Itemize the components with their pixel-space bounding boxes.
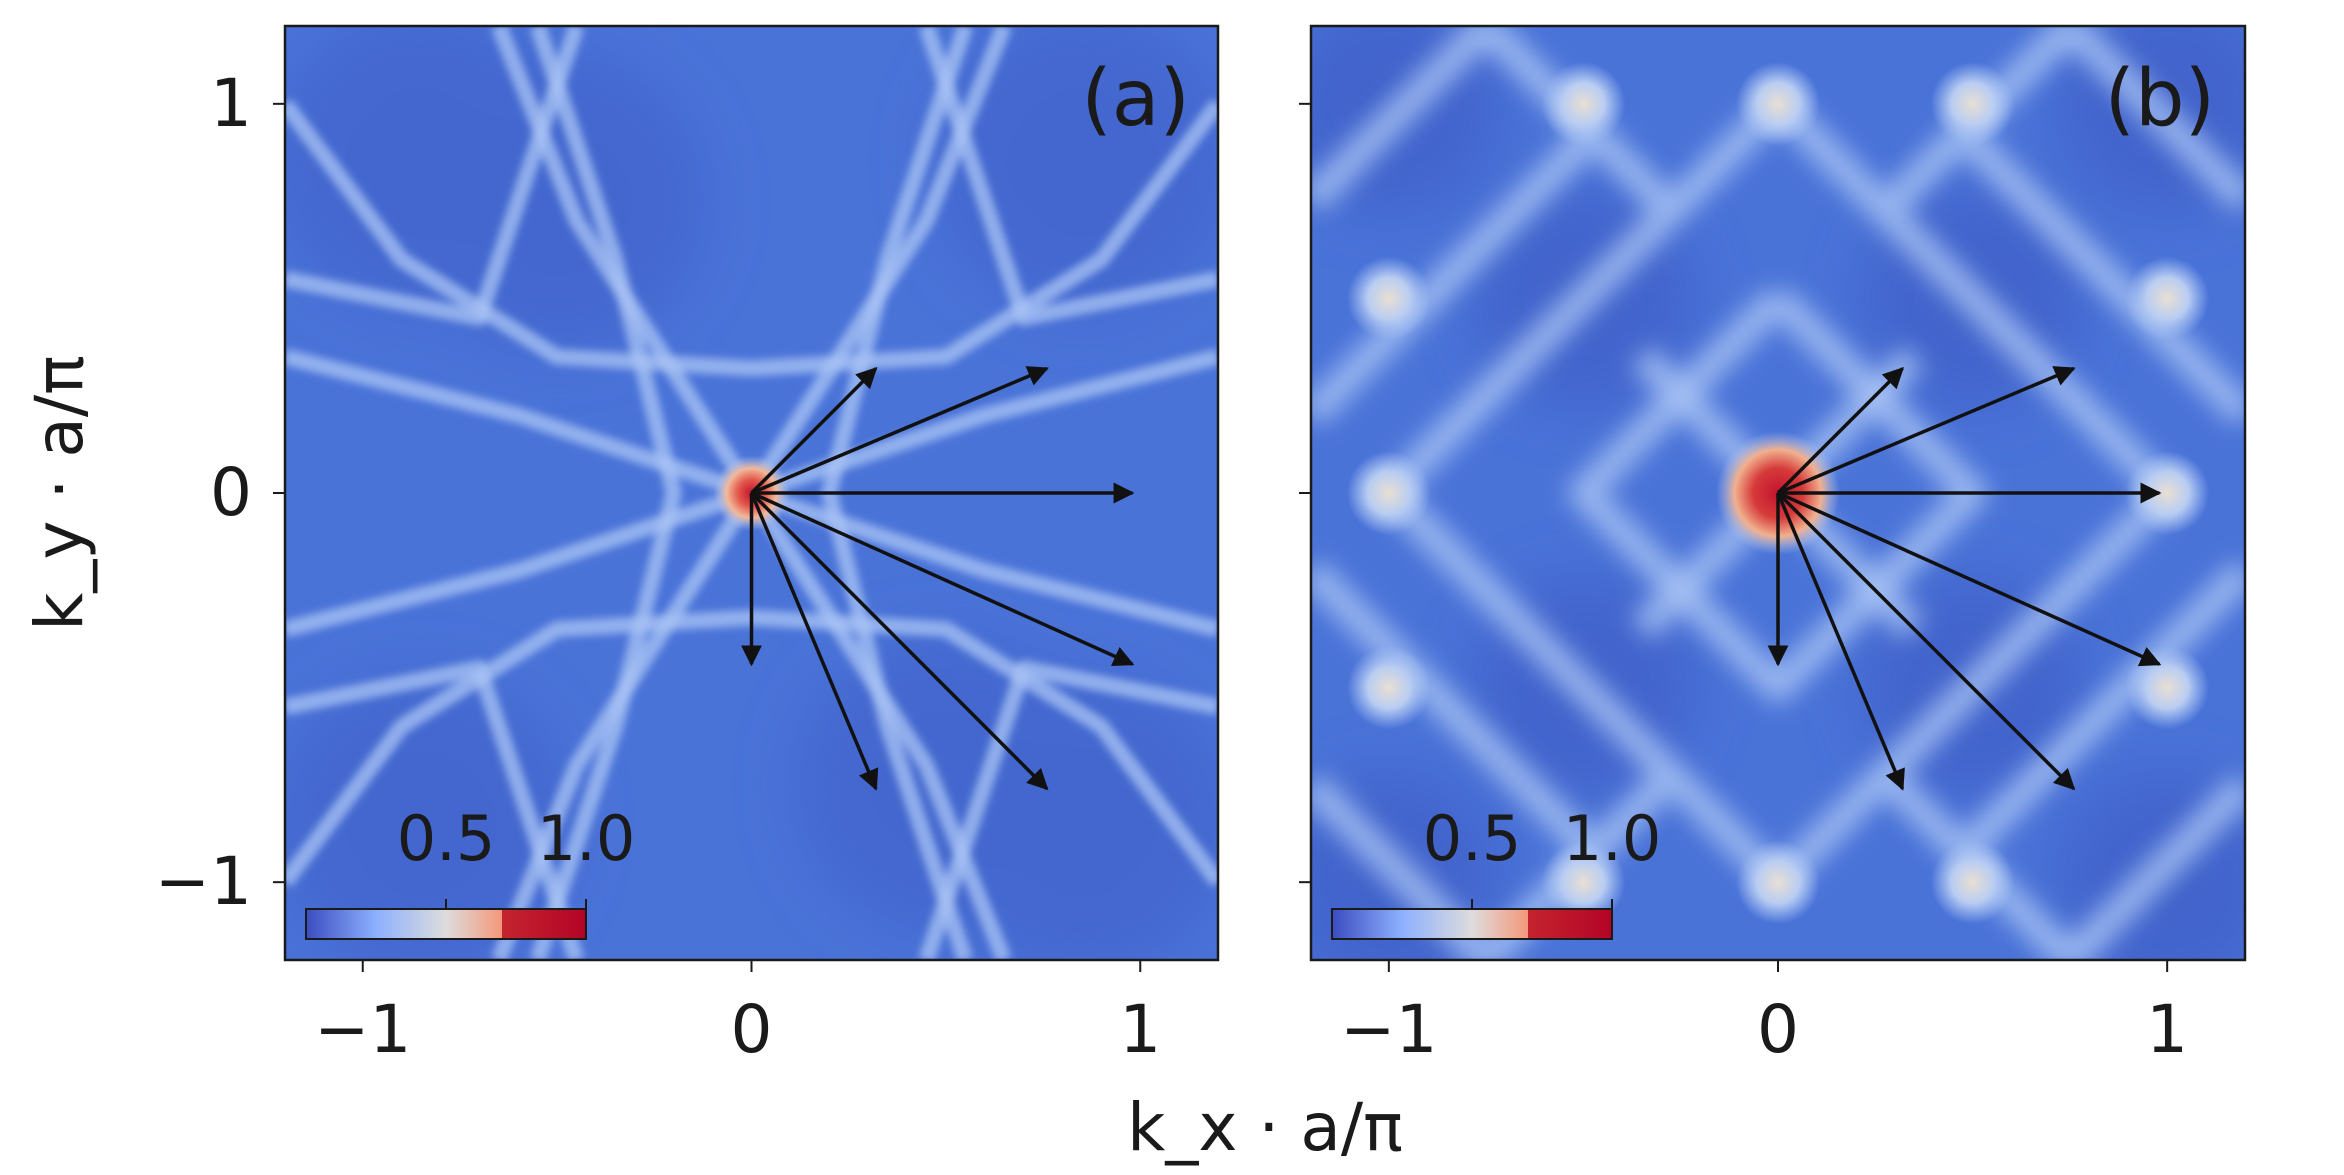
arrow-b-0 <box>1776 366 1905 495</box>
bright-spot-b-6 <box>1541 840 1626 925</box>
dark-region-a-4 <box>407 51 708 352</box>
band-b-13 <box>1961 560 2245 854</box>
y-tick-label-a-0: −1 <box>155 843 252 920</box>
y-axis-ticks-b <box>1299 102 1311 884</box>
arrow-b-5 <box>1776 492 1905 791</box>
band-a-9 <box>918 26 1218 326</box>
x-tick-label-a-1: 0 <box>731 991 773 1068</box>
band-b-10 <box>1311 132 1595 426</box>
x-tick-label-a-0: −1 <box>314 991 411 1068</box>
band-b-1 <box>1568 287 1988 703</box>
heatmap-b-bright-spots <box>1346 61 2210 925</box>
bright-spot-b-11 <box>2125 645 2210 730</box>
band-a-0 <box>285 99 1218 377</box>
panel-a: (a) 0.5 1.0 −1 0 1 −1 0 1 <box>155 24 1220 1068</box>
band-b-12 <box>1311 560 1595 854</box>
arrow-a-4 <box>750 491 1049 791</box>
x-tick-label-b-0: −1 <box>1340 991 1437 1068</box>
band-a-8 <box>285 26 585 326</box>
x-tick-label-a-2: 1 <box>1119 991 1161 1068</box>
band-a-11 <box>918 660 1218 960</box>
colorbar-a-tick-label-0: 0.5 <box>397 802 496 875</box>
band-b-3 <box>2059 26 2245 212</box>
panel-b: (b) 0.5 1.0 −1 0 1 <box>1299 24 2247 1068</box>
band-a-2 <box>530 26 682 960</box>
dark-region-a-5 <box>795 634 1096 935</box>
arrows-b <box>1767 366 2162 791</box>
colorbar-b-tick-label-0: 0.5 <box>1423 802 1522 875</box>
arrow-a-3 <box>750 491 1135 667</box>
x-axis-ticks-a: −1 0 1 <box>314 960 1161 1068</box>
arrows-a <box>741 366 1135 791</box>
y-axis-label: k_y · a/π <box>21 355 98 631</box>
band-b-11 <box>1961 132 2245 426</box>
bright-spot-b-10 <box>1346 645 1431 730</box>
bright-spot-b-1 <box>1736 840 1820 925</box>
colorbar-a-bar <box>305 908 587 940</box>
colorbar-a: 0.5 1.0 <box>305 802 636 940</box>
bright-spot-b-3 <box>2125 451 2210 535</box>
band-b-2 <box>1311 26 1497 212</box>
bright-spot-b-4 <box>1541 61 1626 146</box>
panel-label-a: (a) <box>1081 54 1190 144</box>
bright-spot-b-5 <box>1930 61 2015 146</box>
band-a-10 <box>285 660 585 960</box>
colorbar-b: 0.5 1.0 <box>1331 802 1662 940</box>
x-axis-label: k_x · a/π <box>1127 1089 1403 1166</box>
x-axis-ticks-b: −1 0 1 <box>1340 960 2188 1068</box>
bright-spot-b-8 <box>1346 256 1431 341</box>
panel-label-b: (b) <box>2105 54 2215 144</box>
x-tick-label-b-1: 0 <box>1757 991 1799 1068</box>
colorbar-b-bar <box>1331 908 1613 940</box>
colorbar-a-tick-label-1: 1.0 <box>537 802 636 875</box>
bright-spot-b-9 <box>2125 256 2210 341</box>
y-tick-label-a-2: 1 <box>210 65 252 142</box>
bright-spot-b-0 <box>1736 61 1820 146</box>
arrow-b-1 <box>1777 366 2076 495</box>
colorbar-b-tick-label-1: 1.0 <box>1563 802 1662 875</box>
arrow-b-4 <box>1776 491 2076 791</box>
arrow-b-3 <box>1777 491 2162 667</box>
y-axis-ticks-a: −1 0 1 <box>155 65 285 920</box>
arrow-a-1 <box>750 366 1049 495</box>
arrow-a-0 <box>750 366 878 495</box>
arrow-a-5 <box>749 492 879 791</box>
y-tick-label-a-1: 0 <box>210 454 252 531</box>
bright-spot-b-2 <box>1346 451 1431 535</box>
band-b-5 <box>2059 774 2245 960</box>
x-tick-label-b-2: 1 <box>2146 991 2188 1068</box>
bright-spot-b-7 <box>1930 840 2015 925</box>
